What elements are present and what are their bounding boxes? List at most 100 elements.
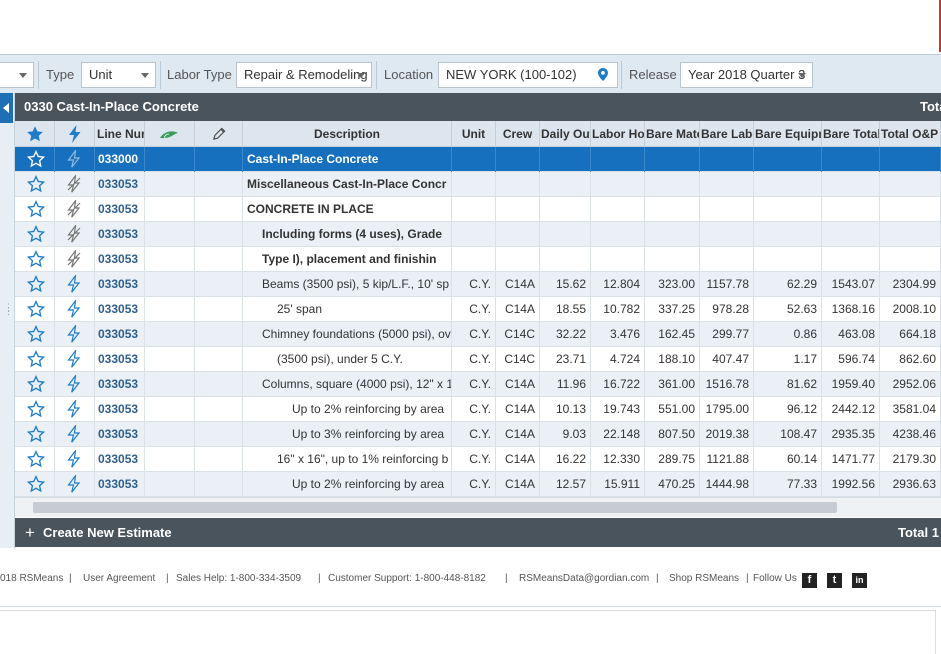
line-number-cell[interactable]: 033053 bbox=[95, 322, 145, 347]
green-cell bbox=[145, 272, 195, 297]
lightning-icon[interactable] bbox=[66, 425, 82, 443]
line-number-cell[interactable]: 033053 bbox=[95, 197, 145, 222]
unlinked-lightning-icon[interactable] bbox=[66, 250, 82, 268]
star-outline-icon[interactable] bbox=[27, 225, 45, 243]
star-outline-icon[interactable] bbox=[27, 400, 45, 418]
green-column-header[interactable] bbox=[145, 121, 195, 147]
line-number-cell[interactable]: 033053 bbox=[95, 422, 145, 447]
twitter-icon[interactable]: t bbox=[827, 573, 842, 588]
line-number-cell[interactable]: 033053 bbox=[95, 297, 145, 322]
description-column-header[interactable]: Description bbox=[243, 121, 452, 147]
table-row[interactable]: 033053 Up to 2% reinforcing by area C.Y. C1… bbox=[15, 397, 941, 422]
assembly-cell bbox=[55, 322, 95, 347]
crew-column-header[interactable]: Crew bbox=[496, 121, 540, 147]
linkedin-icon[interactable]: in bbox=[852, 573, 867, 588]
star-outline-icon[interactable] bbox=[27, 275, 45, 293]
horizontal-scrollbar[interactable] bbox=[15, 497, 941, 517]
table-row[interactable]: 033000 Cast-In-Place Concrete bbox=[15, 147, 941, 172]
location-input-value: NEW YORK (100-102) bbox=[446, 67, 577, 82]
table-row[interactable]: 033053 Chimney foundations (5000 psi), ov… bbox=[15, 322, 941, 347]
table-row[interactable]: 033053 Up to 2% reinforcing by area C.Y. C1… bbox=[15, 472, 941, 497]
lightning-icon[interactable] bbox=[66, 375, 82, 393]
lightning-icon[interactable] bbox=[66, 350, 82, 368]
table-row[interactable]: 033053 Type I), placement and finishin bbox=[15, 247, 941, 272]
notes-column-header[interactable] bbox=[195, 121, 243, 147]
star-outline-icon[interactable] bbox=[27, 450, 45, 468]
lightning-icon[interactable] bbox=[66, 450, 82, 468]
bare-labor-column-header[interactable]: Bare Labo bbox=[700, 121, 754, 147]
line-number-cell[interactable]: 033053 bbox=[95, 247, 145, 272]
table-row[interactable]: 033053 CONCRETE IN PLACE bbox=[15, 197, 941, 222]
shop-link[interactable]: Shop RSMeans bbox=[669, 573, 740, 584]
total-op-column-header[interactable]: Total O&P bbox=[880, 121, 941, 147]
assembly-cell bbox=[55, 197, 95, 222]
star-outline-icon[interactable] bbox=[27, 350, 45, 368]
star-outline-icon[interactable] bbox=[27, 200, 45, 218]
footer-separator: | bbox=[166, 573, 169, 584]
user-agreement-link[interactable]: User Agreement bbox=[83, 573, 156, 584]
create-new-estimate-button[interactable]: Create New Estimate bbox=[43, 525, 172, 540]
daily-output-column-header[interactable]: Daily Out bbox=[540, 121, 591, 147]
unlinked-lightning-icon[interactable] bbox=[66, 175, 82, 193]
daily-output-cell bbox=[540, 197, 591, 222]
unlinked-lightning-icon[interactable] bbox=[66, 225, 82, 243]
lightning-icon[interactable] bbox=[66, 275, 82, 293]
facebook-icon[interactable]: f bbox=[802, 573, 817, 588]
star-outline-icon[interactable] bbox=[27, 325, 45, 343]
collapse-panel-button[interactable] bbox=[0, 93, 13, 123]
bare-total-column-header[interactable]: Bare Total bbox=[822, 121, 880, 147]
release-select[interactable]: Year 2018 Quarter 3 bbox=[680, 62, 813, 88]
lightning-icon[interactable] bbox=[66, 300, 82, 318]
star-outline-icon[interactable] bbox=[27, 425, 45, 443]
table-row[interactable]: 033053 Including forms (4 uses), Grade bbox=[15, 222, 941, 247]
favorite-cell bbox=[15, 472, 55, 497]
table-row[interactable]: 033053 25' span C.Y. C14A 18.55 10.782 337.25 9… bbox=[15, 297, 941, 322]
line-number-cell[interactable]: 033053 bbox=[95, 222, 145, 247]
type-select[interactable]: Unit bbox=[81, 62, 156, 88]
green-cell bbox=[145, 472, 195, 497]
line-number-cell[interactable]: 033053 bbox=[95, 172, 145, 197]
location-pin-icon[interactable] bbox=[598, 68, 608, 81]
star-outline-icon[interactable] bbox=[27, 300, 45, 318]
line-number-cell[interactable]: 033053 bbox=[95, 447, 145, 472]
assembly-cell bbox=[55, 297, 95, 322]
email-link[interactable]: RSMeansData@gordian.com bbox=[519, 573, 650, 584]
table-row[interactable]: 033053 Up to 3% reinforcing by area C.Y. C1… bbox=[15, 422, 941, 447]
lightning-icon[interactable] bbox=[66, 400, 82, 418]
favorite-column-header[interactable] bbox=[15, 121, 55, 147]
unlinked-lightning-icon[interactable] bbox=[66, 200, 82, 218]
bare-material-column-header[interactable]: Bare Mate bbox=[645, 121, 700, 147]
table-row[interactable]: 033053 Beams (3500 psi), 5 kip/L.F., 10' … bbox=[15, 272, 941, 297]
line-number-cell[interactable]: 033053 bbox=[95, 272, 145, 297]
labor-hours-column-header[interactable]: Labor Hou bbox=[591, 121, 645, 147]
unit-column-header[interactable]: Unit bbox=[452, 121, 496, 147]
line-number-cell[interactable]: 033053 bbox=[95, 397, 145, 422]
plus-icon[interactable]: + bbox=[25, 523, 35, 542]
star-outline-icon[interactable] bbox=[27, 150, 45, 168]
assembly-column-header[interactable] bbox=[55, 121, 95, 147]
scrollbar-thumb[interactable] bbox=[33, 502, 837, 513]
line-number-column-header[interactable]: Line Nur bbox=[95, 121, 145, 147]
line-number-cell[interactable]: 033053 bbox=[95, 372, 145, 397]
table-row[interactable]: 033053 (3500 psi), under 5 C.Y. C.Y. C14C 23… bbox=[15, 347, 941, 372]
lightning-icon[interactable] bbox=[66, 475, 82, 493]
star-outline-icon[interactable] bbox=[27, 475, 45, 493]
table-row[interactable]: 033053 Columns, square (4000 psi), 12" x … bbox=[15, 372, 941, 397]
line-number-cell[interactable]: 033053 bbox=[95, 347, 145, 372]
bare-equipment-column-header[interactable]: Bare Equipn bbox=[754, 121, 822, 147]
star-outline-icon[interactable] bbox=[27, 250, 45, 268]
total-op-cell bbox=[880, 147, 941, 172]
star-outline-icon[interactable] bbox=[27, 375, 45, 393]
star-outline-icon[interactable] bbox=[27, 175, 45, 193]
resize-grip-icon[interactable]: ⋮ ⋮ bbox=[4, 302, 14, 316]
bare-labor-cell: 2019.38 bbox=[700, 422, 754, 447]
line-number-cell[interactable]: 033053 bbox=[95, 472, 145, 497]
previous-filter-select[interactable] bbox=[0, 62, 34, 88]
labor-type-select[interactable]: Repair & Remodeling bbox=[236, 62, 372, 88]
lightning-icon[interactable] bbox=[66, 325, 82, 343]
line-number-cell[interactable]: 033000 bbox=[95, 147, 145, 172]
lightning-icon[interactable] bbox=[66, 150, 82, 168]
table-row[interactable]: 033053 Miscellaneous Cast-In-Place Concr bbox=[15, 172, 941, 197]
location-input[interactable]: NEW YORK (100-102) bbox=[438, 62, 618, 88]
